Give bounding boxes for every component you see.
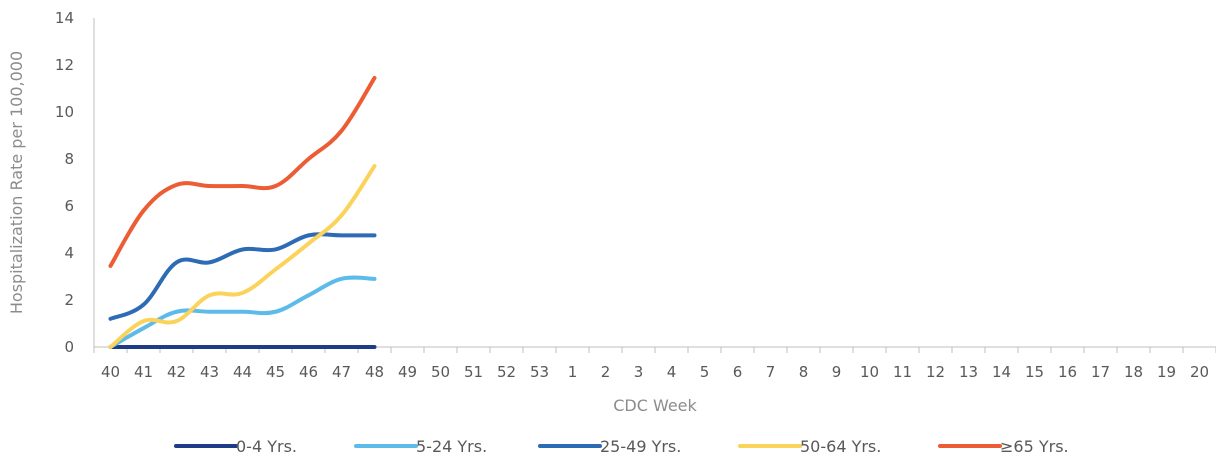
x-tick-label: 2 — [601, 363, 611, 381]
legend-label: 0-4 Yrs. — [236, 437, 297, 456]
x-tick-label: 50 — [431, 363, 450, 381]
y-tick-label: 14 — [55, 9, 74, 27]
x-tick-label: 8 — [799, 363, 809, 381]
series-line-4 — [108, 75, 377, 268]
x-axis-title: CDC Week — [613, 396, 697, 415]
x-tick-label: 41 — [134, 363, 153, 381]
y-axis-title: Hospitalization Rate per 100,000 — [7, 51, 26, 314]
x-tick-label: 17 — [1091, 363, 1110, 381]
x-tick-label: 10 — [860, 363, 879, 381]
legend-label: 5-24 Yrs. — [416, 437, 487, 456]
legend-label: 25-49 Yrs. — [600, 437, 681, 456]
x-tick-label: 5 — [700, 363, 710, 381]
legend-label: ≥65 Yrs. — [1000, 437, 1069, 456]
x-tick-label: 49 — [398, 363, 417, 381]
y-tick-label: 0 — [64, 338, 74, 356]
series-line-2 — [108, 232, 377, 321]
x-axis: 40 41 42 43 44 45 46 47 48 49 50 51 52 53 1 2 3 4 5 6 7 8 9 10 1… — [93, 346, 1216, 381]
x-tick-label: 45 — [266, 363, 285, 381]
x-tick-label: 6 — [733, 363, 743, 381]
x-tick-label: 11 — [893, 363, 912, 381]
x-tick-label: 7 — [766, 363, 776, 381]
y-tick-label: 6 — [64, 197, 74, 215]
x-tick-label: 46 — [299, 363, 318, 381]
y-axis: 0 2 4 6 8 10 12 14 — [55, 9, 95, 356]
x-tick-label: 16 — [1058, 363, 1077, 381]
x-tick-label: 13 — [959, 363, 978, 381]
x-tick-label: 42 — [167, 363, 186, 381]
x-tick-label: 53 — [530, 363, 549, 381]
x-tick-label: 3 — [634, 363, 644, 381]
x-tick-label: 4 — [667, 363, 677, 381]
x-tick-label: 52 — [497, 363, 516, 381]
y-tick-label: 8 — [64, 150, 74, 168]
series-lines — [108, 75, 377, 350]
x-tick-label: 14 — [992, 363, 1011, 381]
x-tick-label: 9 — [832, 363, 842, 381]
y-tick-label: 12 — [55, 56, 74, 74]
x-tick-label: 48 — [365, 363, 384, 381]
y-tick-label: 10 — [55, 103, 74, 121]
series-line-3 — [108, 164, 377, 349]
y-tick-label: 2 — [64, 291, 74, 309]
x-tick-label: 19 — [1157, 363, 1176, 381]
y-tick-label: 4 — [64, 244, 74, 262]
x-tick-label: 20 — [1190, 363, 1209, 381]
legend: 0-4 Yrs. 5-24 Yrs. 25-49 Yrs. 50-64 Yrs. ≥65… — [174, 437, 1069, 456]
legend-label: 50-64 Yrs. — [800, 437, 881, 456]
x-tick-label: 15 — [1025, 363, 1044, 381]
x-tick-label: 44 — [233, 363, 252, 381]
x-tick-label: 1 — [568, 363, 578, 381]
x-tick-label: 47 — [332, 363, 351, 381]
x-tick-label: 40 — [101, 363, 120, 381]
x-tick-label: 12 — [926, 363, 945, 381]
x-tick-label: 43 — [200, 363, 219, 381]
series-line-1 — [108, 275, 377, 349]
x-tick-label: 18 — [1124, 363, 1143, 381]
x-tick-label: 51 — [464, 363, 483, 381]
